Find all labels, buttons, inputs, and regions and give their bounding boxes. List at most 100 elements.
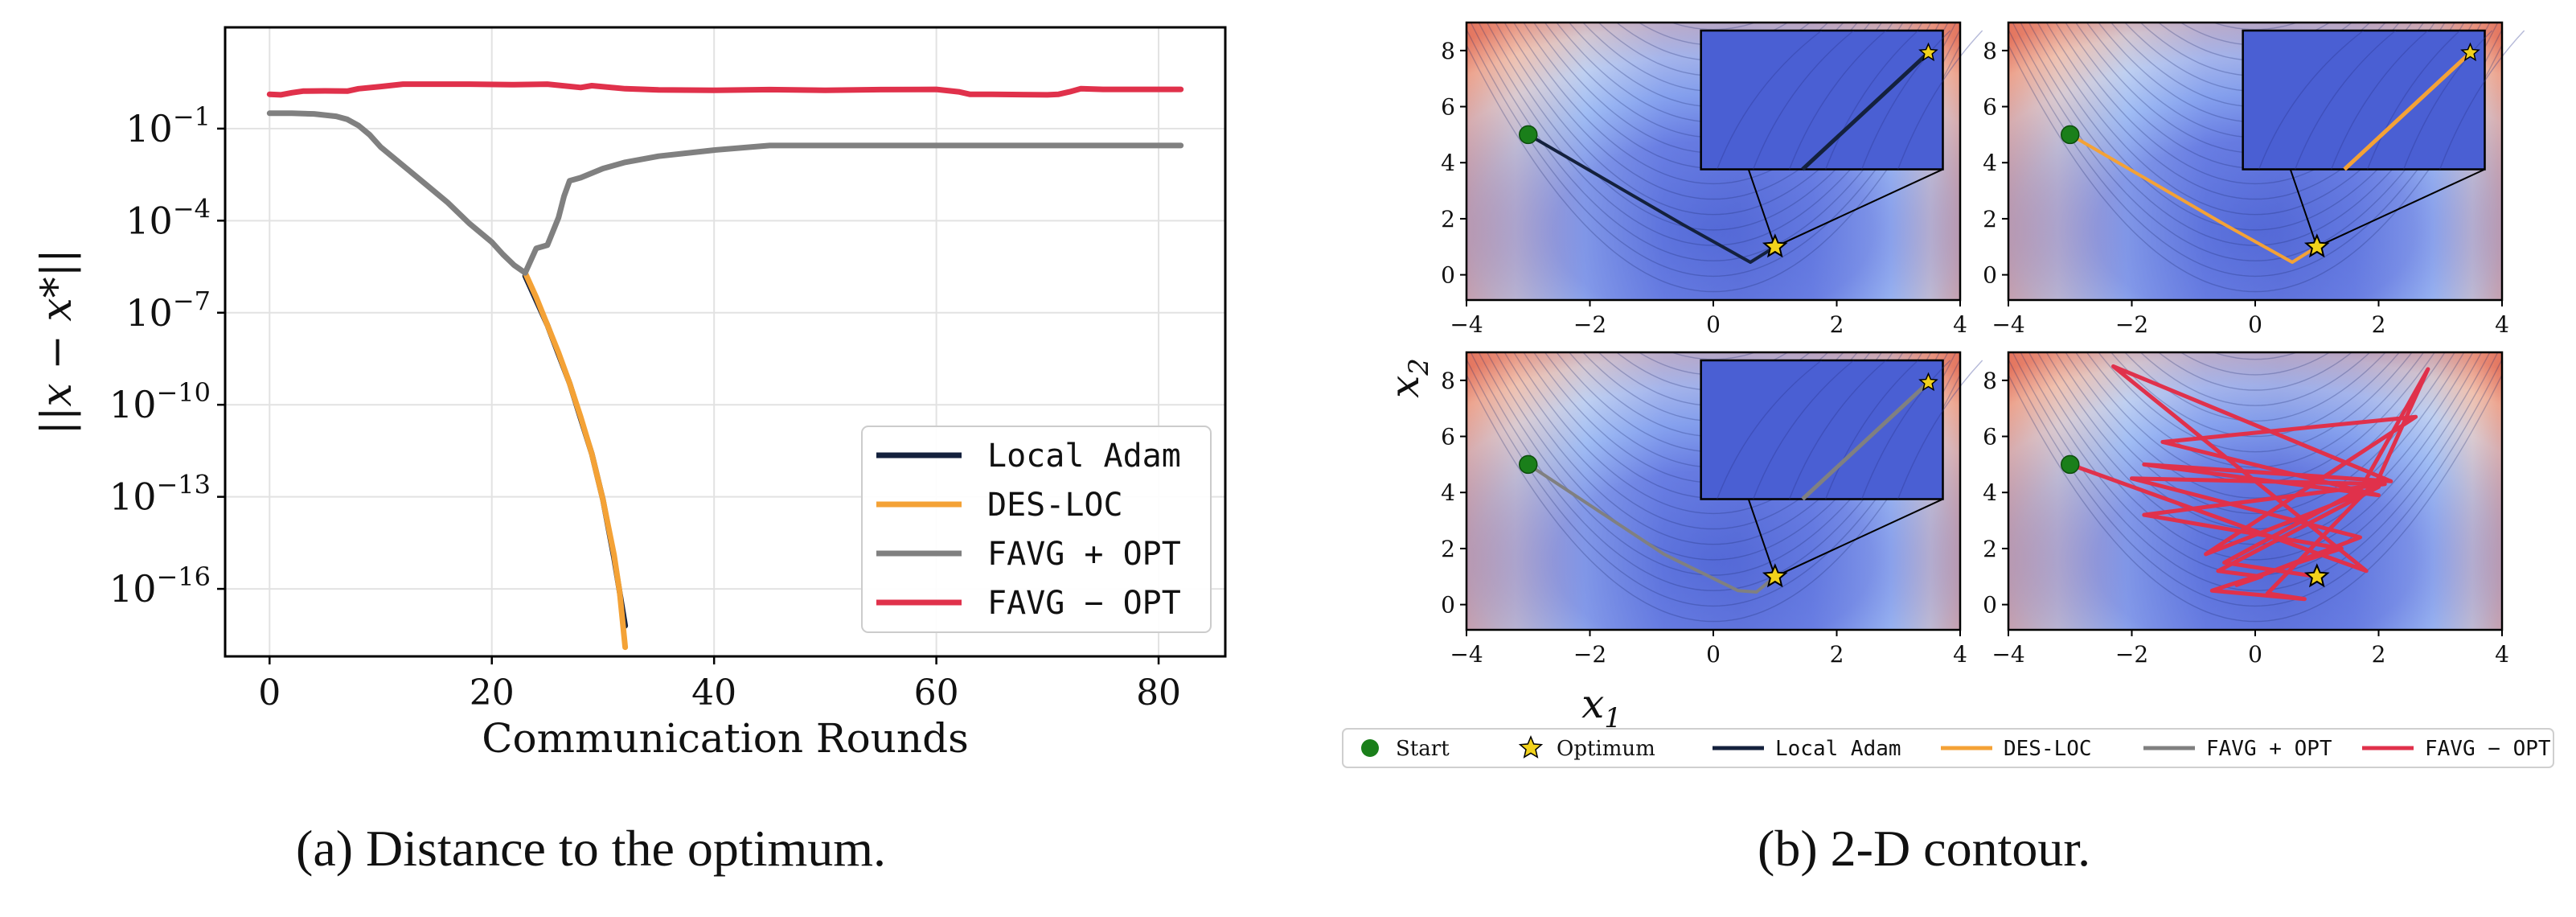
y-tick-label: 0 [1983,262,1997,289]
contour-line [2086,352,2425,468]
legend-label: FAVG + OPT [2206,737,2332,761]
start-marker [2061,454,2080,475]
contour-line [2212,352,2299,360]
x-tick-label: 0 [2248,641,2262,668]
contour-line [1466,44,1960,293]
y-tick-label: 4 [1983,479,1997,506]
legend-label: Local Adam [987,438,1181,475]
caption-right: (b) 2-D contour. [1758,820,2091,877]
legend-label: Start [1396,737,1450,761]
legend-label: FAVG + OPT [987,536,1181,573]
contour-subplot: −4 −2 0 2 4 0 2 4 6 8 [1441,0,1983,338]
contour-line [2110,352,2401,438]
y-tick-label: 8 [1983,38,1997,64]
trajectory-line [2069,133,2318,264]
x-tick-label: 0 [2248,311,2262,338]
contour-line [2008,44,2502,293]
y-tick-label: 2 [1441,536,1455,562]
zoom-inset [1700,359,1944,500]
contour-line [2012,352,2499,591]
left-axes-frame [224,26,1227,658]
right-xlabel: x1 [1581,681,1622,734]
x-tick-label: 20 [470,672,515,713]
optimum-star [2303,233,2330,258]
x-tick-label: 4 [2495,311,2509,338]
y-tick-label: 0 [1983,592,1997,619]
y-tick-label: 10−16 [109,561,211,611]
contour-line [2139,352,2371,406]
legend-label: Optimum [1557,737,1655,761]
contour-subplot: −4 −2 0 2 4 0 2 4 6 8 [1983,21,2525,338]
start-marker [2061,125,2080,145]
y-tick-label: 0 [1441,592,1455,619]
contour-line [2008,374,2502,623]
contour-line [2157,352,2353,391]
contour-subplot: −4 −2 0 2 4 0 2 4 6 8 [1983,351,2509,668]
x-tick-label: −4 [1450,641,1483,668]
inset-optimum-star [1918,42,1938,62]
legend-start-marker [1361,739,1379,757]
x-tick-label: 0 [258,672,281,713]
y-tick-label: 8 [1441,368,1455,394]
contour-line [1670,352,1757,360]
x-tick-label: 2 [2372,311,2386,338]
inset-trajectory [2343,51,2472,171]
x-tick-label: 4 [1953,641,1967,668]
inset-optimum-star [1918,372,1938,392]
y-tick-label: 8 [1983,368,1997,394]
x-tick-label: 0 [1706,641,1721,668]
contour-line [2212,23,2299,31]
left-grid [225,27,1225,656]
series-line [266,81,1184,98]
legend-label: DES-LOC [2004,737,2092,761]
legend-star-marker [1518,735,1544,759]
legend-label: FAVG − OPT [987,585,1181,622]
y-tick-label: 6 [1983,94,1997,121]
y-tick-label: 10−4 [125,193,211,242]
contour-line [2028,352,2483,561]
inset-trajectory [1801,380,1930,501]
legend-label: Local Adam [1775,737,1901,761]
y-tick-label: 10−1 [125,101,211,150]
y-tick-label: 6 [1983,424,1997,450]
zoom-inset [1700,29,1944,171]
optimum-star [2303,563,2330,588]
start-marker [1519,454,1538,475]
y-tick-label: 4 [1983,150,1997,176]
left-legend: Local Adam DES-LOC FAVG + OPT FAVG − OPT [861,426,1212,633]
y-tick-label: 6 [1441,424,1455,450]
x-tick-label: 2 [1830,641,1844,668]
contour-line [1670,23,1757,31]
optimum-star [1762,563,1788,588]
x-tick-label: −2 [1573,311,1606,338]
contour-line [2180,352,2331,376]
trajectory-line [1527,463,1777,594]
left-series [266,81,1184,651]
y-tick-label: 6 [1441,94,1455,121]
zoom-inset [2242,29,2486,171]
x-tick-label: 2 [1830,311,1844,338]
left-xlabel: Communication Rounds [482,715,969,762]
contour-line [1466,0,1960,14]
y-tick-label: 10−7 [125,286,211,335]
y-tick-label: 2 [1983,206,1997,232]
optimum-star [1762,233,1788,258]
y-tick-label: 4 [1441,150,1455,176]
inset-optimum-star [2460,42,2480,62]
right-ylabel: x2 [1381,358,1435,398]
right-legend: Start Optimum Local Adam DES-LOC FAVG + OPT F… [1342,728,2554,768]
x-tick-label: 0 [1706,311,1721,338]
x-tick-label: −4 [1991,311,2024,338]
contour-subplot: −4 −2 0 2 4 0 2 4 6 8 [1441,351,1983,668]
caption-left: (a) Distance to the optimum. [296,820,887,877]
left-chart: 0 20 40 60 80 10−1 10−4 10−7 10−10 10−13 10−16 Com… [33,26,1227,762]
y-tick-label: 2 [1983,536,1997,562]
trajectory-line [1527,133,1776,264]
series-line [266,110,1184,276]
left-ticks: 0 20 40 60 80 10−1 10−4 10−7 10−10 10−13 10−16 [109,101,1181,713]
y-tick-label: 4 [1441,479,1455,506]
series-line [522,269,629,651]
x-tick-label: 4 [2495,641,2509,668]
